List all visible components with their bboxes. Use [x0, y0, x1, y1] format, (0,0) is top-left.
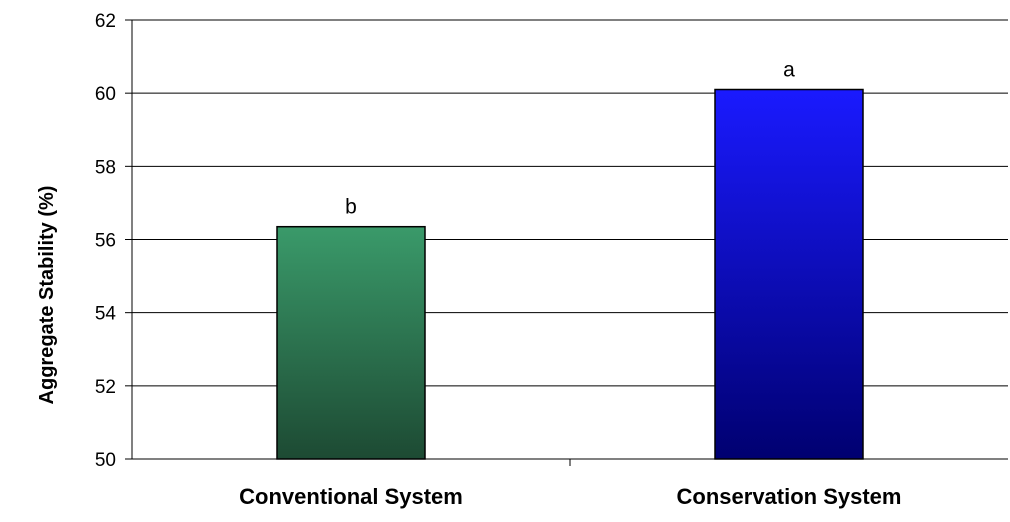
- gridlines: [132, 19, 1008, 387]
- bar-conservation-system: [714, 88, 864, 460]
- y-tick-label: 54: [95, 304, 117, 325]
- y-tick-label: 52: [95, 377, 116, 398]
- y-tick-label: 50: [95, 450, 116, 471]
- x-category-label: Conventional System: [239, 484, 463, 509]
- y-tick-label: 62: [95, 11, 116, 32]
- y-tick-label: 58: [95, 157, 116, 178]
- x-category-label: Conservation System: [677, 484, 902, 509]
- significance-label: b: [345, 196, 357, 219]
- bars: [276, 88, 864, 460]
- y-axis-title: Aggregate Stability (%): [36, 186, 58, 405]
- y-tick-label: 60: [95, 84, 116, 105]
- axes: [125, 19, 1008, 466]
- labels: 50 52 54 56 58 60 62 b Conventional System a Conse…: [95, 11, 902, 509]
- significance-label: a: [783, 59, 795, 82]
- y-tick-label: 56: [95, 231, 116, 252]
- bar-conventional-system: [276, 225, 426, 460]
